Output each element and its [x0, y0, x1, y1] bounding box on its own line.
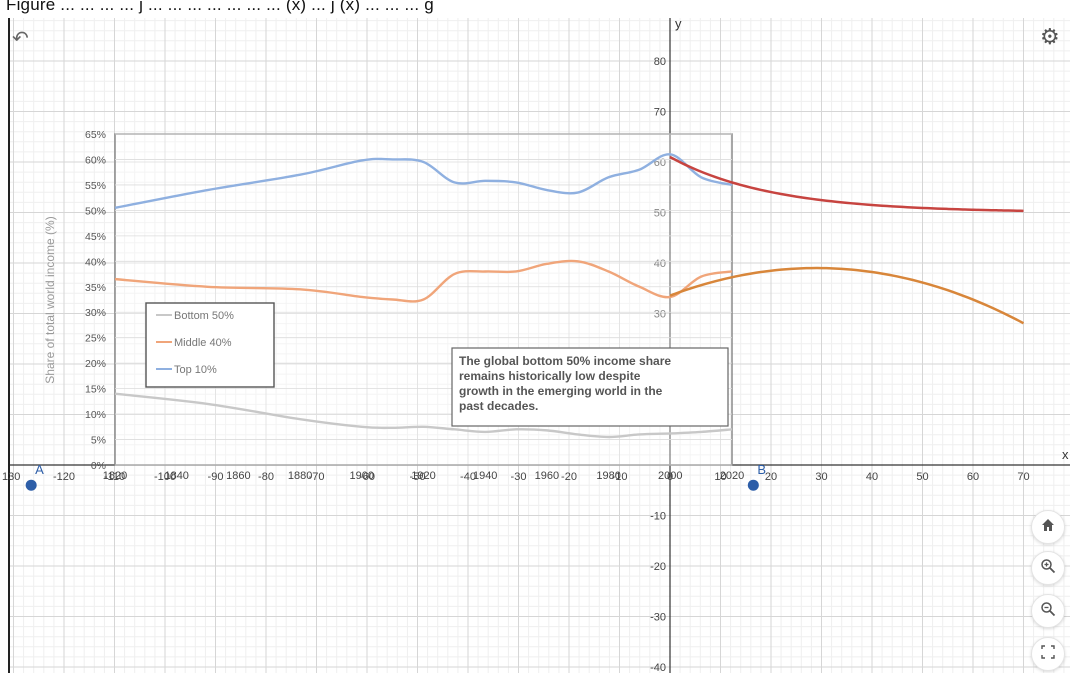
- chart-y-tick-label: 45%: [85, 231, 106, 243]
- calculator-x-tick-label: -70: [309, 471, 325, 483]
- y-axis-name: y: [675, 16, 682, 31]
- calculator-x-tick-label: 20: [765, 471, 777, 483]
- zoom-out-icon: [1040, 601, 1056, 622]
- chart-y-tick-label: 60%: [85, 154, 106, 166]
- calculator-x-tick-label: 10: [714, 471, 726, 483]
- calculator-x-tick-label: 70: [1017, 471, 1029, 483]
- chart-image-series: [114, 153, 733, 439]
- chart-x-tick-label: 1880: [288, 470, 312, 482]
- calculator-x-tick-label: -60: [359, 471, 375, 483]
- chart-legend: Bottom 50% Middle 40% Top 10%: [145, 302, 275, 388]
- pasted-chart-image[interactable]: 65% 60% 55% 50% 45% 40% 35% 30% 25% 20% 15% 10% 5% 0%…: [43, 129, 744, 482]
- calculator-x-tick-label: 60: [967, 471, 979, 483]
- chart-y-tick-label: 0%: [91, 460, 106, 472]
- chart-x-tick-label: 1900: [350, 470, 374, 482]
- chart-y-tick-label: 10%: [85, 409, 106, 421]
- chart-image-y-axis-label: Share of total world income (%): [43, 216, 57, 383]
- calculator-y-tick-label: -40: [650, 662, 666, 673]
- calculator-x-tick-label: 30: [815, 471, 827, 483]
- annotation-line: growth in the emerging world in the: [459, 384, 663, 398]
- chart-x-tick-label: 1820: [103, 470, 127, 482]
- calculator-x-tick-label: 130: [2, 471, 20, 483]
- orange-curve: [669, 266, 1025, 325]
- chart-x-tick-label: 1920: [411, 470, 435, 482]
- graph-paper-frame[interactable]: [8, 18, 1070, 673]
- chart-y-tick-label: 25%: [85, 333, 106, 345]
- chart-y-tick-label: 15%: [85, 384, 106, 396]
- chart-x-tick-label: 1960: [535, 470, 559, 482]
- chart-y-tick-label: 30%: [85, 307, 106, 319]
- point-label-b: B: [757, 462, 766, 477]
- undo-icon[interactable]: ↶: [12, 28, 29, 50]
- calculator-y-tick-label: -20: [650, 561, 666, 573]
- figure-caption-text: Figure ... ... ... ... j ... ... ... ...…: [6, 0, 434, 14]
- zoom-in-button[interactable]: [1031, 551, 1065, 585]
- calculator-x-tick-label: -10: [612, 471, 628, 483]
- calculator-x-tick-label: -120: [53, 471, 75, 483]
- chart-y-tick-label: 35%: [85, 282, 106, 294]
- figure-caption-strip: Figure ... ... ... ... j ... ... ... ...…: [0, 0, 1070, 18]
- chart-y-tick-label: 55%: [85, 180, 106, 192]
- chart-x-tick-label: 1940: [473, 470, 497, 482]
- point-a[interactable]: [25, 479, 37, 491]
- chart-y-tick-label: 65%: [85, 129, 106, 141]
- chart-x-tick-label: 1840: [164, 470, 188, 482]
- calculator-x-tick-label: -20: [561, 471, 577, 483]
- calculator-x-tick-label: -90: [208, 471, 224, 483]
- calculator-x-tick-label: 40: [866, 471, 878, 483]
- legend-label: Top 10%: [174, 364, 217, 376]
- chart-x-tick-label: 2000: [658, 470, 682, 482]
- legend-label: Bottom 50%: [174, 310, 234, 322]
- chart-y-tick-label: 50%: [85, 205, 106, 217]
- legend-box: [145, 302, 275, 388]
- annotation-line: The global bottom 50% income share: [459, 354, 671, 368]
- calculator-y-tick-label: -30: [650, 612, 666, 624]
- calculator-x-tick-label: -30: [511, 471, 527, 483]
- zoom-in-icon: [1040, 558, 1056, 579]
- chart-y-tick-label: 20%: [85, 358, 106, 370]
- legend-label: Middle 40%: [174, 337, 232, 349]
- calculator-x-tick-label: -100: [154, 471, 176, 483]
- calculator-x-tick-label: -110: [104, 471, 125, 483]
- calculator-y-tick-label: 30: [654, 309, 666, 321]
- calculator-y-tick-label: 70: [654, 107, 666, 119]
- chart-image-x-ticks: 1820 1840 1860 1880 1900 1920 1940 1960 1980 2000…: [103, 470, 744, 482]
- point-label-a: A: [35, 462, 44, 477]
- red-curve: [669, 155, 1024, 213]
- series-line-bottom-50: [114, 392, 733, 439]
- gear-icon[interactable]: ⚙: [1040, 24, 1060, 49]
- calculator-x-tick-label: -40: [460, 471, 476, 483]
- calculator-y-tick-label: -10: [650, 511, 666, 523]
- home-button[interactable]: [1031, 510, 1065, 544]
- chart-x-tick-label: 1980: [596, 470, 620, 482]
- annotation-line: remains historically low despite: [459, 369, 641, 383]
- calculator-x-tick-label: -50: [410, 471, 426, 483]
- series-line-top-10: [114, 153, 733, 210]
- chart-x-tick-label: 1860: [226, 470, 250, 482]
- annotation-line: past decades.: [459, 399, 538, 413]
- x-axis-name: x: [1062, 447, 1069, 462]
- chart-x-tick-label: 2020: [720, 470, 744, 482]
- chart-y-tick-label: 40%: [85, 256, 106, 268]
- zoom-out-button[interactable]: [1031, 594, 1065, 628]
- chart-image-y-ticks: 65% 60% 55% 50% 45% 40% 35% 30% 25% 20% 15% 10% 5% 0%: [85, 129, 106, 472]
- calculator-x-tick-label: 50: [916, 471, 928, 483]
- annotation-box: [451, 347, 729, 427]
- calculator-x-tick-label: -80: [258, 471, 274, 483]
- graphed-curves[interactable]: [669, 155, 1025, 325]
- series-line-middle-40: [114, 259, 733, 303]
- home-icon: [1041, 518, 1055, 537]
- calculator-y-tick-label: 80: [654, 56, 666, 68]
- fullscreen-button[interactable]: [1031, 637, 1065, 671]
- chart-annotation: The global bottom 50% income shareremain…: [451, 347, 729, 427]
- fullscreen-icon: [1041, 644, 1055, 664]
- point-b[interactable]: [747, 479, 759, 491]
- chart-y-tick-label: 5%: [91, 435, 106, 447]
- calculator-x-tick-label: 0: [667, 471, 673, 483]
